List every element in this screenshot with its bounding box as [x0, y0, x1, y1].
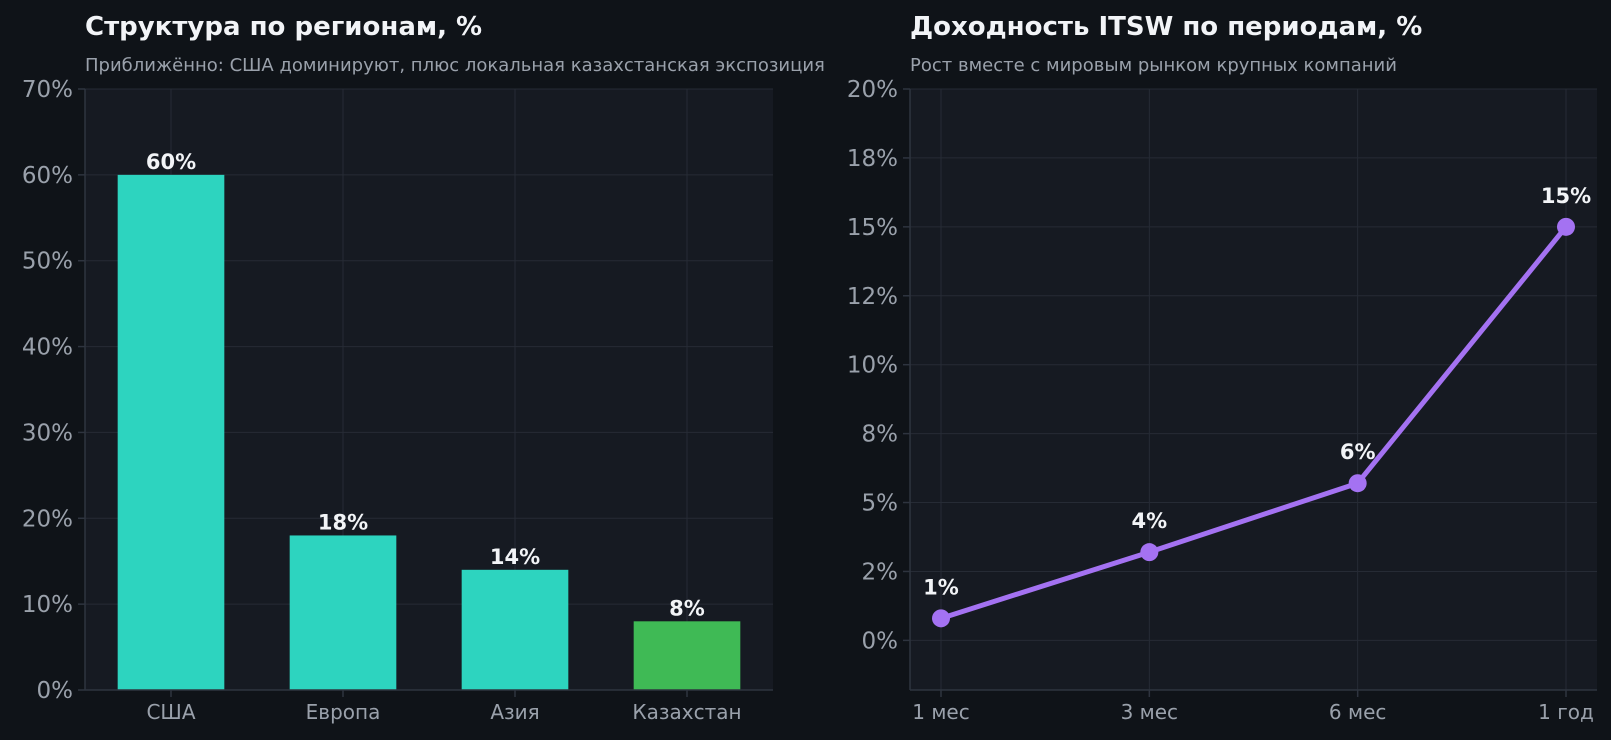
- line-y-tick-label: 10%: [847, 353, 898, 379]
- line-x-tick-label: 1 мес: [912, 700, 969, 724]
- bar-y-tick-label: 50%: [22, 249, 73, 275]
- line-data-label: 15%: [1541, 184, 1591, 208]
- line-y-tick-label: 5%: [862, 491, 899, 517]
- bar-y-tick-label: 60%: [22, 163, 73, 189]
- bar-2: [289, 535, 397, 690]
- line-plot-area: [910, 89, 1597, 690]
- line-axes: 0% 2% 5% 8% 10% 12% 15% 18% 20% 1 мес 3 мес 6 мес 1 …: [847, 77, 1597, 724]
- bar-x-tick-label: Казахстан: [632, 700, 741, 724]
- bar-data-label: 18%: [318, 510, 368, 534]
- bar-data-labels: 60% 18% 14% 8%: [146, 150, 705, 620]
- return-line-chart: Доходность ITSW по периодам, % Рост вмес…: [847, 12, 1597, 724]
- line-data-label: 4%: [1132, 509, 1168, 533]
- line-y-tick-label: 0%: [862, 628, 899, 654]
- bar-x-tick-label: США: [146, 700, 195, 724]
- bar-chart-subtitle: Приближённо: США доминируют, плюс локаль…: [85, 55, 825, 76]
- line-chart-subtitle: Рост вместе с мировым рынком крупных ком…: [910, 55, 1397, 76]
- bar-y-tick-label: 40%: [22, 335, 73, 361]
- line-point-4: [1557, 217, 1575, 236]
- bar-series: [117, 174, 741, 690]
- bar-data-label: 8%: [669, 596, 705, 620]
- bar-y-tick-label: 20%: [22, 506, 73, 532]
- line-y-tick-label: 2%: [862, 559, 899, 585]
- line-y-tick-label: 12%: [847, 284, 898, 310]
- line-series: [932, 217, 1575, 628]
- line-data-labels: 1% 4% 6% 15%: [923, 184, 1591, 599]
- line-data-label: 1%: [923, 575, 959, 599]
- bar-data-label: 60%: [146, 150, 196, 174]
- bar-chart-title: Структура по регионам, %: [85, 12, 482, 42]
- line-y-tick-label: 18%: [847, 146, 898, 172]
- bar-y-tick-label: 0%: [37, 678, 74, 704]
- region-bar-chart: Структура по регионам, % Приближённо: СШ…: [22, 12, 825, 724]
- bar-4: [633, 621, 741, 690]
- line-point-3: [1348, 474, 1367, 493]
- line-data-label: 6%: [1340, 440, 1376, 464]
- line-y-tick-label: 20%: [847, 77, 898, 103]
- bar-3: [461, 569, 569, 690]
- bar-x-tick-label: Азия: [490, 700, 539, 724]
- line-y-tick-label: 8%: [862, 422, 899, 448]
- line-chart-title: Доходность ITSW по периодам, %: [910, 12, 1422, 42]
- line-x-tick-label: 3 мес: [1121, 700, 1178, 724]
- bar-y-tick-label: 30%: [22, 420, 73, 446]
- bar-y-tick-label: 70%: [22, 77, 73, 103]
- bar-axes: 0% 10% 20% 30% 40% 50% 60% 70% США Европа Азия Каза…: [22, 77, 773, 724]
- line-point-1: [932, 609, 950, 628]
- return-line: [938, 224, 1569, 621]
- bar-x-tick-label: Европа: [306, 700, 381, 724]
- line-point-2: [1140, 543, 1159, 562]
- bar-1: [117, 174, 225, 690]
- line-x-tick-label: 6 мес: [1329, 700, 1386, 724]
- line-y-tick-label: 15%: [847, 215, 898, 241]
- line-gridlines: [910, 88, 1597, 690]
- line-x-tick-label: 1 год: [1538, 700, 1594, 724]
- bar-y-tick-label: 10%: [22, 592, 73, 618]
- bar-data-label: 14%: [490, 545, 540, 569]
